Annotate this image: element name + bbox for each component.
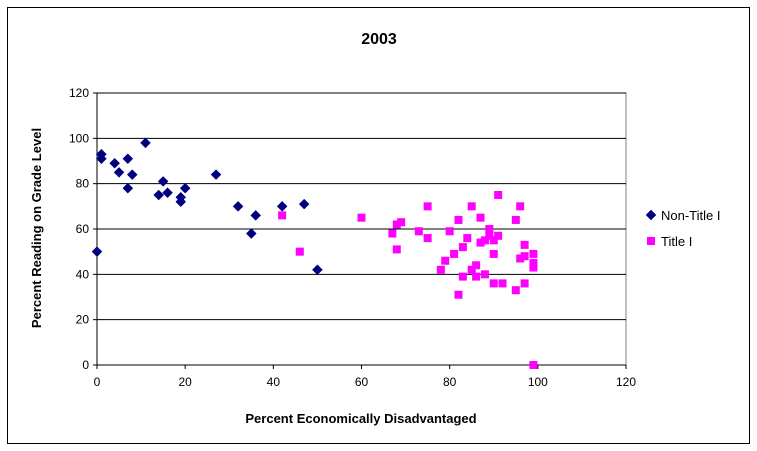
title-i-point xyxy=(414,227,423,236)
non-title-i-point xyxy=(113,166,125,178)
title-i-point xyxy=(529,259,538,267)
x-axis-title: Percent Economically Disadvantaged xyxy=(245,411,476,426)
y-tick-label: 80 xyxy=(76,177,90,191)
legend-marker-non-title-i xyxy=(645,209,657,221)
non-title-i-point xyxy=(298,198,310,210)
title-i-point xyxy=(423,202,432,211)
title-i-point xyxy=(498,279,507,288)
title-i-point xyxy=(392,245,401,254)
title-i-point xyxy=(472,261,481,270)
x-tick-label: 100 xyxy=(528,375,548,389)
title-i-point xyxy=(357,213,366,222)
non-title-i-point xyxy=(312,264,323,276)
title-i-point xyxy=(467,265,476,274)
non-title-i-point xyxy=(245,228,257,239)
title-i-point xyxy=(489,249,498,258)
legend-label-non-title-i: Non-Title I xyxy=(661,208,720,223)
x-tick-label: 120 xyxy=(616,375,636,389)
title-i-point xyxy=(520,252,529,261)
title-i-point xyxy=(476,213,485,222)
title-i-point xyxy=(485,231,494,240)
title-i-point xyxy=(458,243,467,252)
title-i-point xyxy=(454,215,463,224)
title-i-point xyxy=(529,263,538,272)
y-tick-label: 20 xyxy=(76,313,90,327)
y-tick-label: 60 xyxy=(76,222,90,236)
non-title-i-point xyxy=(232,200,244,212)
title-i-point xyxy=(485,225,494,233)
non-title-i-point xyxy=(96,153,107,165)
title-i-point xyxy=(467,202,476,211)
title-i-point xyxy=(295,247,304,256)
title-i-point xyxy=(450,249,459,258)
title-i-point xyxy=(436,265,445,274)
x-tick-label: 20 xyxy=(178,375,192,389)
legend-marker-title-i xyxy=(647,237,655,245)
title-i-point xyxy=(278,211,287,220)
title-i-point xyxy=(423,234,432,243)
title-i-point xyxy=(463,234,472,243)
x-tick-label: 40 xyxy=(267,375,281,389)
non-title-i-point xyxy=(153,189,165,201)
non-title-i-point xyxy=(122,153,134,165)
title-i-point xyxy=(388,229,397,238)
non-title-i-point xyxy=(122,182,134,194)
y-tick-label: 40 xyxy=(76,267,90,281)
title-i-point xyxy=(511,215,520,224)
title-i-point xyxy=(472,272,481,281)
y-tick-label: 0 xyxy=(82,358,89,372)
y-axis-title: Percent Reading on Grade Level xyxy=(29,128,44,328)
non-title-i-point xyxy=(175,196,187,208)
legend-label-title-i: Title I xyxy=(661,234,692,249)
non-title-i-point xyxy=(250,210,262,221)
x-tick-label: 60 xyxy=(355,375,369,389)
chart-title: 2003 xyxy=(361,31,397,48)
x-tick-label: 80 xyxy=(443,375,457,389)
title-i-point xyxy=(476,238,485,247)
title-i-point xyxy=(480,270,489,279)
title-i-point xyxy=(445,227,454,236)
non-title-i-point xyxy=(140,137,151,149)
x-tick-label: 0 xyxy=(94,375,101,389)
y-tick-label: 120 xyxy=(69,86,89,100)
title-i-point xyxy=(458,272,467,281)
non-title-i-point xyxy=(91,246,103,258)
title-i-point xyxy=(520,240,529,249)
legend: Non-Title I Title I xyxy=(645,208,720,249)
title-i-point xyxy=(441,256,450,265)
title-i-point xyxy=(520,279,529,288)
title-i-point xyxy=(480,236,489,245)
non-title-i-point xyxy=(162,187,173,199)
title-i-point xyxy=(516,202,525,211)
title-i-point xyxy=(494,191,503,199)
title-i-point xyxy=(516,254,525,263)
non-title-i-point xyxy=(210,169,222,180)
title-i-point xyxy=(454,290,463,299)
title-i-point xyxy=(397,218,406,227)
title-i-point xyxy=(489,279,498,288)
title-i-point xyxy=(529,249,538,258)
title-i-point xyxy=(392,220,401,229)
title-i-point xyxy=(489,236,498,245)
non-title-i-point xyxy=(109,157,120,169)
non-title-i-point xyxy=(276,200,288,212)
y-tick-label: 100 xyxy=(69,131,89,145)
title-i-point xyxy=(529,361,538,369)
non-title-i-point xyxy=(157,176,169,187)
title-i-point xyxy=(494,231,503,240)
non-title-i-point xyxy=(179,182,191,194)
non-title-i-point xyxy=(126,169,138,180)
title-i-point xyxy=(511,286,520,295)
plot-area: 0 20 40 60 80 100 120 0 20 40 60 80 100 120 xyxy=(69,86,636,389)
